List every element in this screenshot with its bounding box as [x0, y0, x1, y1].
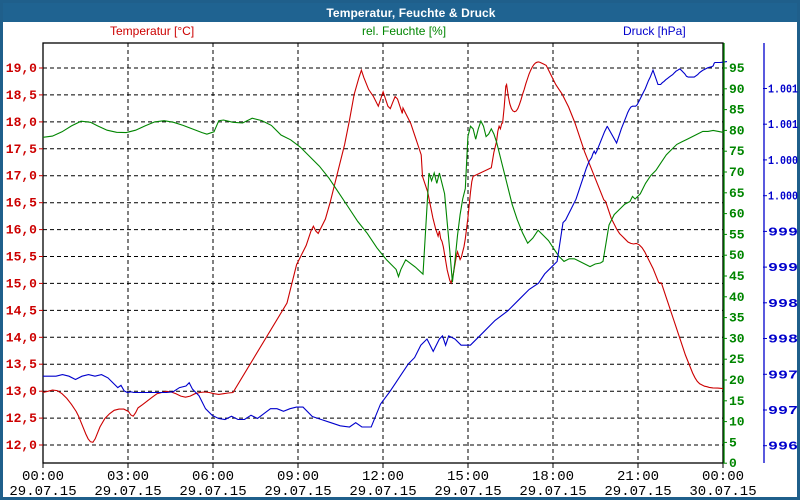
svg-text:30: 30 [729, 331, 745, 346]
svg-text:29.07.15: 29.07.15 [434, 484, 501, 500]
svg-text:12:00: 12:00 [362, 469, 404, 485]
svg-text:29.07.15: 29.07.15 [349, 484, 416, 500]
svg-text:14,0: 14,0 [6, 330, 37, 345]
svg-text:16,0: 16,0 [6, 223, 37, 238]
svg-text:80: 80 [729, 123, 745, 138]
svg-text:06:00: 06:00 [192, 469, 234, 485]
svg-text:29.07.15: 29.07.15 [179, 484, 246, 500]
svg-text:1.000: 1.000 [768, 154, 798, 168]
svg-text:55: 55 [729, 227, 745, 242]
svg-text:12,5: 12,5 [6, 411, 37, 426]
svg-text:15: 15 [729, 394, 745, 409]
svg-text:14,5: 14,5 [6, 303, 37, 318]
svg-text:18,5: 18,5 [6, 88, 37, 103]
svg-text:20: 20 [729, 373, 745, 388]
svg-text:70: 70 [729, 165, 745, 180]
svg-text:1.001: 1.001 [768, 118, 798, 132]
svg-text:09:00: 09:00 [277, 469, 319, 485]
svg-text:29.07.15: 29.07.15 [94, 484, 161, 500]
svg-text:12,0: 12,0 [6, 438, 37, 453]
svg-text:35: 35 [729, 311, 745, 326]
svg-text:21:00: 21:00 [617, 469, 659, 485]
svg-text:60: 60 [729, 207, 745, 222]
svg-text:1.001: 1.001 [768, 83, 798, 97]
svg-text:29.07.15: 29.07.15 [9, 484, 76, 500]
svg-text:17,0: 17,0 [6, 169, 37, 184]
svg-text:25: 25 [729, 352, 745, 367]
svg-text:5: 5 [729, 435, 737, 450]
svg-text:00:00: 00:00 [702, 469, 744, 485]
svg-text:997: 997 [768, 368, 798, 382]
svg-text:00:00: 00:00 [22, 469, 64, 485]
svg-text:999: 999 [768, 225, 798, 239]
svg-text:40: 40 [729, 290, 745, 305]
svg-text:50: 50 [729, 248, 745, 263]
svg-text:998: 998 [768, 333, 798, 347]
svg-text:998: 998 [768, 297, 798, 311]
svg-text:10: 10 [729, 415, 745, 430]
svg-text:996: 996 [768, 440, 798, 454]
svg-text:29.07.15: 29.07.15 [264, 484, 331, 500]
svg-text:90: 90 [729, 82, 745, 97]
svg-text:29.07.15: 29.07.15 [519, 484, 586, 500]
svg-text:29.07.15: 29.07.15 [604, 484, 671, 500]
svg-text:03:00: 03:00 [107, 469, 149, 485]
svg-text:17,5: 17,5 [6, 142, 37, 157]
svg-text:18,0: 18,0 [6, 115, 37, 130]
svg-text:999: 999 [768, 261, 798, 275]
svg-text:95: 95 [729, 61, 745, 76]
svg-text:16,5: 16,5 [6, 196, 37, 211]
svg-text:18:00: 18:00 [532, 469, 574, 485]
svg-text:13,5: 13,5 [6, 357, 37, 372]
svg-text:19,0: 19,0 [6, 61, 37, 76]
svg-text:13,0: 13,0 [6, 384, 37, 399]
svg-text:1.000: 1.000 [768, 190, 798, 204]
svg-text:15:00: 15:00 [447, 469, 489, 485]
svg-text:75: 75 [729, 144, 745, 159]
svg-text:30.07.15: 30.07.15 [689, 484, 756, 500]
svg-text:997: 997 [768, 404, 798, 418]
svg-text:45: 45 [729, 269, 745, 284]
svg-text:85: 85 [729, 103, 745, 118]
svg-text:15,5: 15,5 [6, 250, 37, 265]
svg-text:15,0: 15,0 [6, 276, 37, 291]
svg-text:65: 65 [729, 186, 745, 201]
